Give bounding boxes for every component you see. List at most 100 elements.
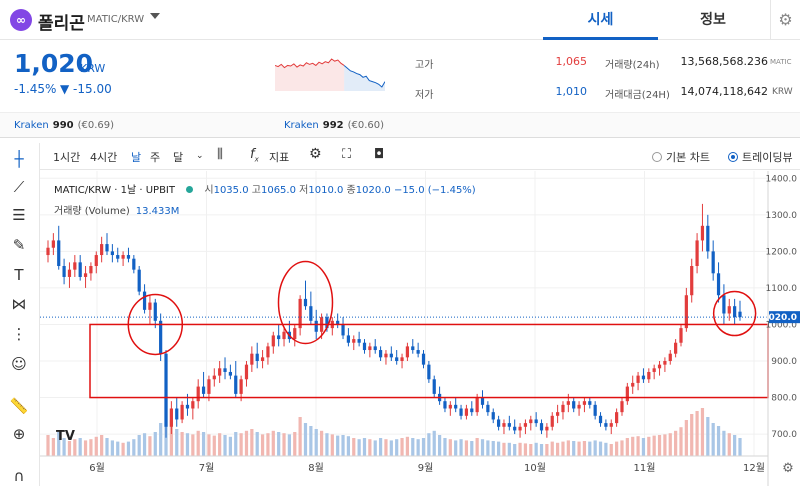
crosshair-icon[interactable]: ┼ bbox=[14, 150, 24, 168]
candle-body bbox=[293, 328, 297, 340]
candle-body bbox=[534, 419, 538, 424]
candle-body bbox=[668, 353, 672, 361]
brush-icon[interactable]: ✎ bbox=[12, 236, 26, 254]
candle-body bbox=[480, 397, 485, 405]
x-tick-label: 8월 bbox=[308, 462, 324, 474]
candle-body bbox=[663, 361, 667, 365]
price-chart[interactable]: 700.0 800.0 900.0 1000.0 1100.0 1200.0 1300.0 1… bbox=[40, 171, 800, 486]
candle-body bbox=[657, 364, 662, 369]
volume-bar bbox=[266, 433, 270, 456]
x-tick-label: 6월 bbox=[89, 462, 105, 474]
volume-bar bbox=[636, 436, 640, 456]
text-icon[interactable]: T bbox=[14, 266, 24, 284]
candle-body bbox=[67, 269, 72, 277]
volume-bar bbox=[668, 433, 672, 456]
y-tick-label: 1300.0 bbox=[766, 211, 798, 221]
trend-line-icon[interactable]: ⟋ bbox=[13, 178, 25, 196]
emoji-icon[interactable]: ☺ bbox=[11, 355, 27, 373]
tab-info[interactable]: 정보 bbox=[700, 12, 726, 28]
zoom-in-icon[interactable]: ⊕ bbox=[12, 425, 26, 443]
interval-1h[interactable]: 1시간 bbox=[53, 151, 81, 164]
volume-bar bbox=[73, 439, 77, 456]
pattern-icon[interactable]: ⋈ bbox=[11, 295, 27, 313]
volume-bar bbox=[437, 435, 442, 456]
candle-body bbox=[716, 273, 721, 296]
candle-body bbox=[395, 357, 399, 361]
forecast-icon[interactable]: ⋮ bbox=[11, 325, 27, 343]
volume-bar bbox=[287, 434, 292, 456]
volume-bar bbox=[432, 430, 436, 456]
volume-bar bbox=[496, 441, 501, 456]
ruler-icon[interactable]: 📏 bbox=[9, 397, 29, 415]
candlestick-chart[interactable]: 700.0 800.0 900.0 1000.0 1100.0 1200.0 1300.0 1… bbox=[40, 171, 800, 486]
candle-body bbox=[620, 401, 624, 413]
volume-bar bbox=[577, 441, 581, 456]
volume-bar bbox=[582, 441, 587, 456]
volume-bar bbox=[191, 434, 195, 456]
volume-bar bbox=[518, 442, 522, 456]
volume-bar bbox=[373, 440, 377, 456]
candle-body bbox=[207, 379, 211, 394]
camera-icon[interactable]: ◘ bbox=[374, 147, 385, 162]
candle-body bbox=[427, 364, 431, 380]
interval-month[interactable]: 달 bbox=[173, 151, 184, 164]
volume-bar bbox=[647, 436, 651, 456]
interval-day[interactable]: 날 bbox=[131, 151, 142, 164]
candlestick-type-icon[interactable]: ⫼ bbox=[217, 147, 223, 162]
tradingview-label[interactable]: 트레이딩뷰 bbox=[742, 151, 793, 164]
fx-icon[interactable]: fx bbox=[250, 147, 259, 164]
volume-bar bbox=[207, 434, 211, 456]
candle-body bbox=[94, 255, 98, 266]
candle-body bbox=[57, 240, 61, 266]
volume-bar bbox=[196, 430, 200, 456]
volume-bar bbox=[357, 439, 361, 456]
current-price: 1,020 bbox=[14, 49, 94, 78]
candle-body bbox=[336, 320, 340, 325]
basic-chart-label[interactable]: 기본 차트 bbox=[666, 151, 710, 164]
amount-24h-value: 14,074,118,642 bbox=[680, 85, 768, 98]
candle-body bbox=[309, 306, 313, 321]
volume-bar bbox=[100, 435, 104, 456]
indicator-button[interactable]: 지표 bbox=[269, 151, 290, 164]
interval-4h[interactable]: 4시간 bbox=[90, 151, 118, 164]
basic-chart-radio[interactable] bbox=[652, 152, 662, 162]
volume-bar bbox=[652, 435, 656, 456]
candle-body bbox=[615, 412, 619, 424]
volume-bar bbox=[185, 433, 190, 456]
chevron-down-icon[interactable] bbox=[150, 13, 160, 19]
horizontal-lines-icon[interactable]: ☰ bbox=[12, 206, 26, 224]
tradingview-radio[interactable] bbox=[728, 152, 738, 162]
interval-week[interactable]: 주 bbox=[150, 151, 161, 164]
magnet-icon[interactable]: ∩ bbox=[13, 467, 25, 485]
volume-bar bbox=[314, 429, 318, 456]
candle-body bbox=[389, 353, 393, 358]
tab-quote[interactable]: 시세 bbox=[543, 0, 658, 40]
volume-bar bbox=[362, 438, 367, 456]
gear-icon[interactable]: ⚙ bbox=[770, 0, 800, 40]
volume-bar bbox=[400, 438, 404, 456]
candle-body bbox=[652, 368, 656, 372]
volume-bar bbox=[330, 434, 334, 456]
y-tick-label: 800.0 bbox=[771, 394, 797, 404]
candle-body bbox=[421, 353, 426, 365]
ohlc-legend: MATIC/KRW · 1날 · UPBIT 시1035.0 고1065.0 저… bbox=[54, 185, 476, 196]
volume-bar bbox=[223, 435, 227, 456]
candle-body bbox=[631, 382, 635, 387]
volume-bar bbox=[116, 441, 120, 456]
candle-body bbox=[378, 350, 383, 358]
x-tick-label: 11월 bbox=[634, 462, 656, 474]
candle-body bbox=[738, 311, 742, 318]
volume-bar bbox=[609, 444, 613, 456]
volume-bar bbox=[110, 440, 114, 456]
x-axis: 6월 7월 8월 9월 10월 11월 12월 bbox=[40, 455, 768, 474]
gear-icon[interactable]: ⚙ bbox=[309, 146, 322, 162]
chevron-down-icon[interactable]: ⌄ bbox=[196, 151, 204, 161]
volume-bar bbox=[427, 433, 431, 456]
coin-pair: MATIC/KRW bbox=[87, 14, 145, 25]
candle-body bbox=[459, 408, 463, 416]
volume-bar bbox=[389, 440, 393, 456]
fullscreen-icon[interactable]: ⛶ bbox=[342, 147, 352, 162]
annotation-circle bbox=[277, 260, 334, 345]
candle-body bbox=[700, 225, 705, 241]
volume-bar bbox=[480, 439, 485, 456]
